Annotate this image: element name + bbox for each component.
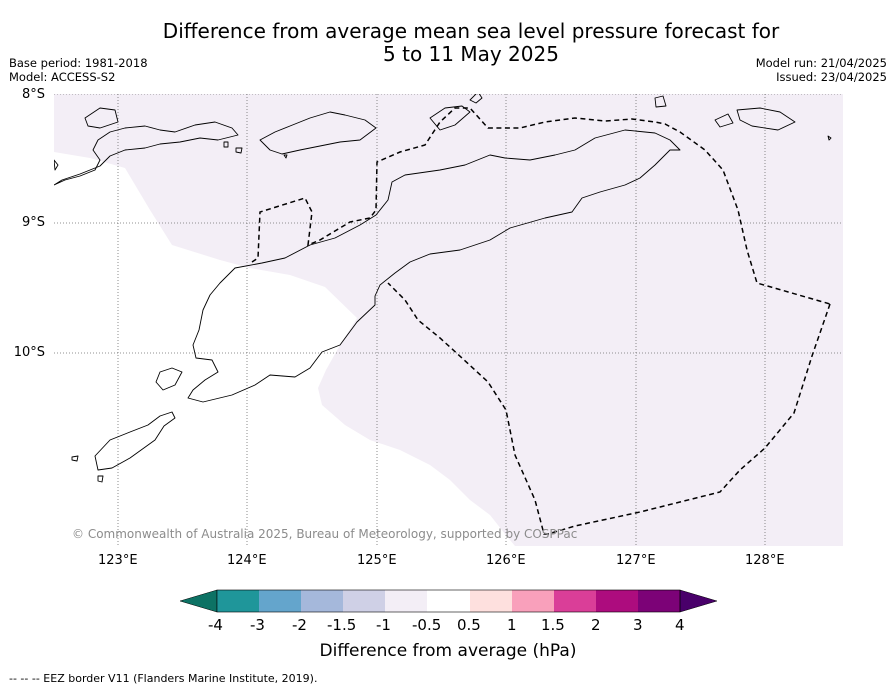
colorbar-bin xyxy=(596,590,638,612)
islet-j xyxy=(54,159,59,171)
lat-label-9s: 9°S xyxy=(21,215,45,230)
meta-right: Model run: 21/04/2025 Issued: 23/04/2025 xyxy=(756,56,887,84)
colorbar-under-arrow xyxy=(179,589,218,613)
colorbar-frame xyxy=(216,589,681,613)
colorbar-label: 1 xyxy=(507,616,517,634)
lon-label-127e: 127°E xyxy=(616,553,656,568)
colorbar-bin xyxy=(638,590,680,612)
colorbar xyxy=(179,589,718,613)
colorbar-bin xyxy=(427,590,470,612)
colorbar-bin xyxy=(259,590,301,612)
copyright-notice: © Commonwealth of Australia 2025, Bureau… xyxy=(72,527,578,541)
colorbar-label: 3 xyxy=(633,616,643,634)
timor-island-coast xyxy=(187,129,681,403)
lon-label-125e: 125°E xyxy=(357,553,397,568)
base-period-text: Base period: 1981-2018 xyxy=(9,56,148,70)
gridlines xyxy=(54,94,843,546)
colorbar-bin xyxy=(512,590,554,612)
colorbar-label: 2 xyxy=(591,616,601,634)
lon-label-128e: 128°E xyxy=(745,553,785,568)
lon-label-124e: 124°E xyxy=(227,553,267,568)
eez-footnote: -- -- -- EEZ border V11 (Flanders Marine… xyxy=(9,672,318,685)
lat-label-8s: 8°S xyxy=(21,87,45,102)
lon-label-123e: 123°E xyxy=(98,553,138,568)
alor-coast xyxy=(259,111,377,155)
islet-c xyxy=(714,113,734,128)
islet-f xyxy=(223,141,229,148)
islet-a xyxy=(469,94,483,104)
colorbar-bin xyxy=(343,590,385,612)
map-title: Difference from average mean sea level p… xyxy=(162,19,780,66)
pantar-coast xyxy=(84,107,119,129)
colorbar-over-arrow xyxy=(679,589,718,613)
pressure-anomaly-shading xyxy=(54,94,843,546)
colorbar-label: -2 xyxy=(292,616,307,634)
colorbar-label: 4 xyxy=(675,616,685,634)
colorbar-label: -1 xyxy=(376,616,391,634)
semau-coast xyxy=(155,367,183,391)
flores-coast xyxy=(54,121,239,186)
colorbar-bin xyxy=(301,590,343,612)
lat-label-10s: 10°S xyxy=(13,345,45,360)
lon-label-126e: 126°E xyxy=(486,553,526,568)
colorbar-bin xyxy=(385,590,427,612)
colorbar-bin xyxy=(470,590,512,612)
model-text: Model: ACCESS-S2 xyxy=(9,70,116,84)
wetar-coast xyxy=(429,105,471,131)
model-run-text: Model run: 21/04/2025 xyxy=(755,56,887,70)
meta-left: Base period: 1981-2018 Model: ACCESS-S2 xyxy=(9,56,148,84)
colorbar-label: -1.5 xyxy=(327,616,357,634)
ndao-coast xyxy=(71,455,79,462)
eez-south-border xyxy=(387,282,831,535)
colorbar-bin xyxy=(217,590,259,612)
rote-coast xyxy=(94,411,176,471)
islet-e xyxy=(827,135,832,141)
islet-g xyxy=(235,147,243,154)
eez-borders xyxy=(251,107,831,535)
colorbar-label: -3 xyxy=(250,616,265,634)
map-panel xyxy=(54,94,843,546)
coastlines xyxy=(54,94,832,483)
colorbar-label: 0.5 xyxy=(457,616,481,634)
colorbar-title: Difference from average (hPa) xyxy=(319,641,577,661)
eez-north-border xyxy=(251,107,831,305)
colorbar-bin xyxy=(554,590,596,612)
islet-d xyxy=(736,107,796,131)
colorbar-label: -0.5 xyxy=(412,616,442,634)
issued-text: Issued: 23/04/2025 xyxy=(776,70,887,84)
colorbar-label: 1.5 xyxy=(541,616,565,634)
islet-i xyxy=(97,475,104,483)
islet-h xyxy=(283,154,288,159)
colorbar-label: -4 xyxy=(208,616,223,634)
islet-b xyxy=(654,95,667,108)
